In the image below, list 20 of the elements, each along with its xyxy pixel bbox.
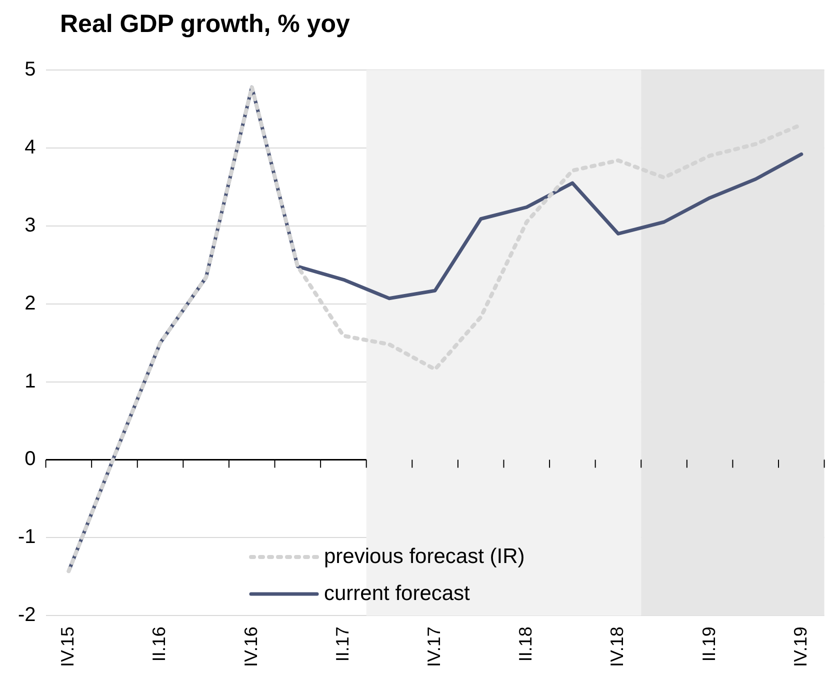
x-tick-label: IV.18 xyxy=(607,626,628,668)
legend-label: current forecast xyxy=(324,581,470,607)
y-tick-label: 0 xyxy=(24,448,36,470)
x-tick-label: II.19 xyxy=(698,626,719,662)
legend-label: previous forecast (IR) xyxy=(324,544,525,570)
x-tick-label: IV.16 xyxy=(240,626,261,668)
x-tick-label: II.17 xyxy=(332,626,352,662)
y-tick-label: 5 xyxy=(24,58,36,81)
y-tick-label: -2 xyxy=(18,604,36,626)
x-tick-label: IV.15 xyxy=(58,626,78,668)
y-tick-label: 1 xyxy=(24,370,36,392)
y-tick-label: -1 xyxy=(18,526,36,548)
y-tick-label: 4 xyxy=(24,136,36,158)
chart-title: Real GDP growth, % yoy xyxy=(60,10,350,39)
y-tick-label: 2 xyxy=(24,292,36,314)
y-tick-label: 3 xyxy=(24,214,36,236)
x-tick-label: II.16 xyxy=(149,626,170,662)
x-tick-label: IV.19 xyxy=(790,626,810,668)
x-tick-label: IV.17 xyxy=(424,626,444,668)
x-tick-label: II.18 xyxy=(516,626,536,662)
